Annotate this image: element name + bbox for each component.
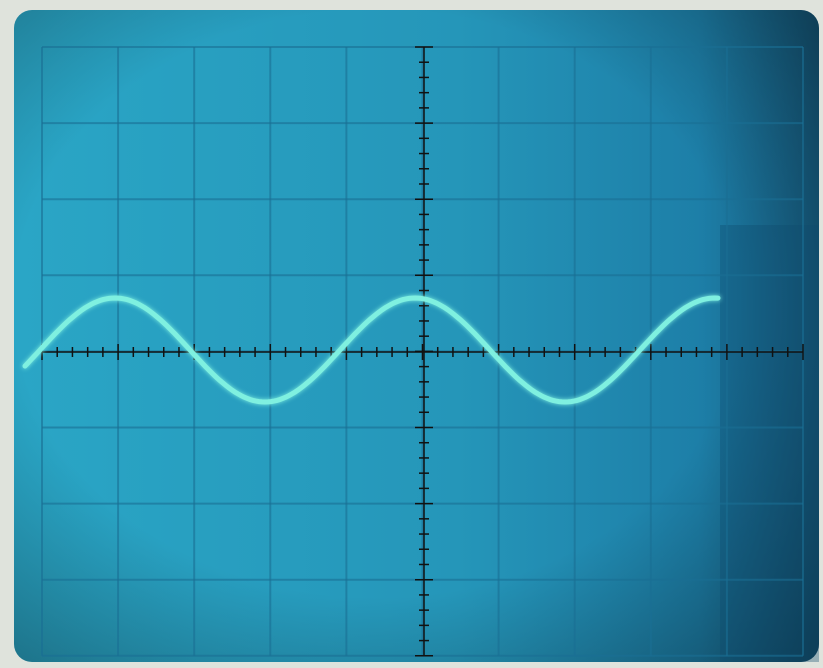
- waveform-trace: [22, 295, 721, 405]
- shadow: [720, 225, 819, 662]
- screen-shade: [14, 10, 819, 662]
- center-axes: [41, 46, 804, 657]
